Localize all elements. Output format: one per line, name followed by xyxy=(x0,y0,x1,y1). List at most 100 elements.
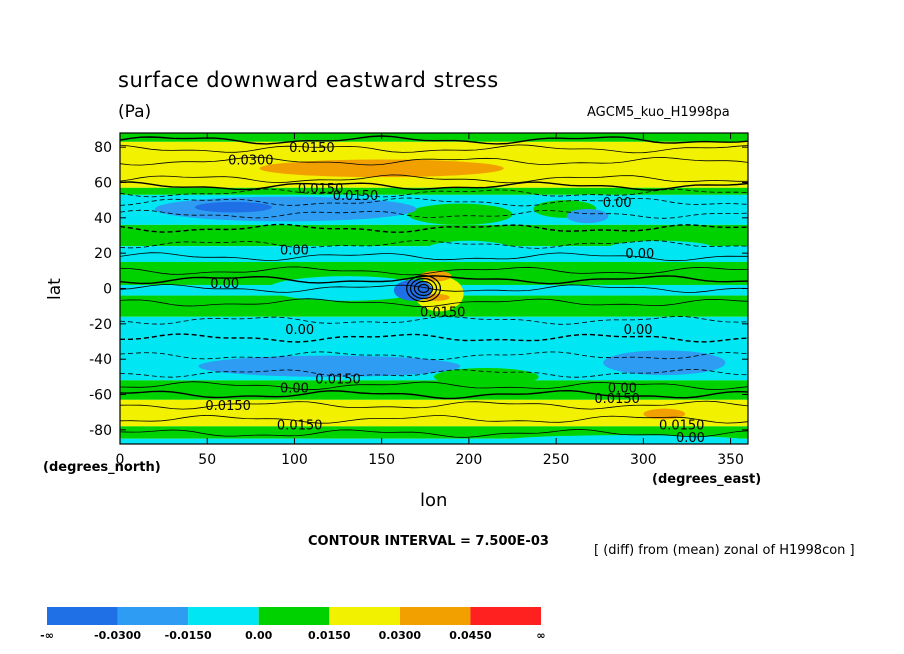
contour-line xyxy=(120,284,748,293)
y-tick-label: 20 xyxy=(94,246,112,262)
colorbar-swatch xyxy=(399,607,471,625)
colorbar-swatch xyxy=(470,607,541,625)
model-label: AGCM5_kuo_H1998pa xyxy=(587,105,730,120)
diff-note: [ (diff) from (mean) zonal of H1998con ] xyxy=(594,543,855,558)
x-axis-label: lon xyxy=(420,490,448,511)
contour-label: 0.00 xyxy=(625,247,654,262)
x-tick-label: 250 xyxy=(543,452,570,468)
x-tick-label: 50 xyxy=(198,452,216,468)
contour-line xyxy=(120,381,748,391)
y-tick-label: 40 xyxy=(94,211,112,227)
dark-blue-cell-45n xyxy=(195,201,272,213)
contour-line xyxy=(120,298,748,308)
contour-label: 0.00 xyxy=(624,323,653,338)
contour-label: 0.00 xyxy=(280,244,309,259)
contour-line xyxy=(120,428,748,438)
contour-line xyxy=(120,181,748,191)
x-tick-label: 300 xyxy=(630,452,657,468)
filled-contours xyxy=(120,133,748,444)
contour-line xyxy=(120,351,748,361)
chart-title: surface downward eastward stress xyxy=(118,68,499,92)
colorbar-label: -∞ xyxy=(40,629,54,642)
colorbar-swatch xyxy=(117,607,189,625)
orange-cell-70n xyxy=(259,159,504,178)
contour-line xyxy=(120,414,748,424)
contour-line xyxy=(120,197,748,207)
y-tick-label: -60 xyxy=(89,388,112,404)
contour-line xyxy=(409,277,438,300)
contour-label: 0.0150 xyxy=(594,392,640,407)
contour-line xyxy=(120,400,748,410)
contour-line xyxy=(120,316,748,325)
colorbar-label: 0.0300 xyxy=(379,629,422,642)
colorbar-swatch xyxy=(329,607,400,625)
band-green-polar-n xyxy=(120,133,748,142)
contour-line xyxy=(120,135,748,145)
x-tick-label: 0 xyxy=(116,452,125,468)
yellow-cell-70s-west xyxy=(120,401,295,423)
colorbar: -∞ -0.0300 -0.0150 0.00 0.0150 0.0300 0.0450 ∞ xyxy=(40,607,546,642)
contour-line xyxy=(120,368,748,378)
y-tick-label: 60 xyxy=(94,175,112,191)
contour-label: 0.0300 xyxy=(228,154,274,169)
y-unit-label: (degrees_north) xyxy=(43,460,161,475)
colorbar-swatch xyxy=(258,607,330,625)
contour-label: 0.00 xyxy=(280,381,309,396)
contour-line xyxy=(120,174,748,184)
contour-line xyxy=(417,283,430,294)
contour-line xyxy=(120,188,748,198)
contour-line xyxy=(120,275,748,285)
contour-label: 0.0150 xyxy=(298,182,344,197)
contour-label: 0.00 xyxy=(608,381,637,396)
contour-line xyxy=(120,333,748,343)
cyan-patch-85s xyxy=(503,435,748,444)
contour-line xyxy=(120,252,748,262)
contour-label: 0.0150 xyxy=(659,419,705,434)
y-tick-label: 0 xyxy=(103,282,112,298)
x-tick-label: 150 xyxy=(368,452,395,468)
contour-line xyxy=(413,280,434,297)
contour-line xyxy=(120,239,748,249)
contour-line xyxy=(120,209,748,219)
x-tick-label: 100 xyxy=(281,452,308,468)
contour-label: 0.00 xyxy=(285,323,314,338)
y-tick-label: -80 xyxy=(89,423,112,439)
contour-label: 0.00 xyxy=(603,196,632,211)
band-cyan-polar-s xyxy=(120,438,748,444)
y-tick-label: -20 xyxy=(89,317,112,333)
green-break-40n xyxy=(407,203,513,225)
cyan-patch-20n xyxy=(425,240,513,259)
blue-cell-45s-east xyxy=(603,350,726,376)
contour-line xyxy=(120,223,748,233)
colorbar-label: 0.0450 xyxy=(449,629,492,642)
x-tick-label: 200 xyxy=(456,452,483,468)
colorbar-label: -0.0150 xyxy=(165,629,212,642)
contour-label: 0.00 xyxy=(210,277,239,292)
contour-line xyxy=(120,156,748,166)
x-tick-label: 350 xyxy=(717,452,744,468)
contour-line xyxy=(120,389,748,400)
contour-lines xyxy=(120,135,748,438)
contour-label: 0.0150 xyxy=(289,141,335,156)
contour-line xyxy=(120,144,748,154)
axes: 0 50 100 150 200 250 300 350806040200-20-40-60-… xyxy=(89,133,748,468)
x-unit-label: (degrees_east) xyxy=(652,472,762,487)
colorbar-swatch xyxy=(47,607,118,625)
orange-cell-70s xyxy=(643,408,686,420)
y-tick-label: -40 xyxy=(89,352,112,368)
colorbar-label: 0.00 xyxy=(245,629,272,642)
contour-label: 0.0150 xyxy=(277,419,323,434)
contour-label: 0.00 xyxy=(676,431,705,446)
contour-label: 0.0150 xyxy=(205,399,251,414)
contour-label: 0.0150 xyxy=(315,373,361,388)
colorbar-label: ∞ xyxy=(536,629,545,642)
contour-line xyxy=(120,266,748,276)
colorbar-label: 0.0150 xyxy=(308,629,351,642)
contour-label: 0.0150 xyxy=(420,305,466,320)
blue-cell-45n-east xyxy=(566,208,609,224)
colorbar-swatch xyxy=(188,607,259,625)
contour-interval-text: CONTOUR INTERVAL = 7.500E-03 xyxy=(308,534,549,549)
y-tick-label: 80 xyxy=(94,140,112,156)
